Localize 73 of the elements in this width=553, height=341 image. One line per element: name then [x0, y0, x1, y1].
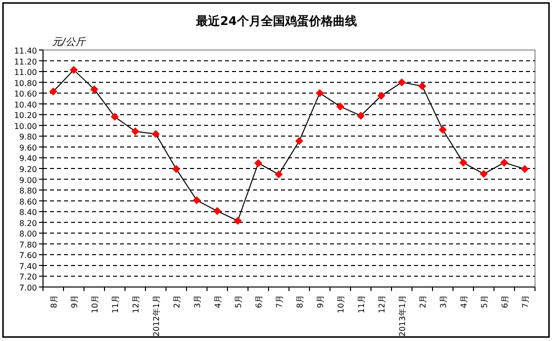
x-tick-label: 12月 [377, 295, 386, 314]
x-tick-label: 9月 [70, 295, 79, 308]
point [356, 112, 365, 120]
point [234, 216, 242, 225]
y-tick-label: 9.60 [19, 143, 37, 152]
point [418, 82, 426, 90]
point [192, 196, 201, 204]
x-tick-label: 9月 [316, 295, 325, 308]
point [172, 165, 180, 174]
y-tick-label: 11.20 [14, 57, 37, 66]
y-tick-label: 10.60 [14, 90, 37, 99]
y-tick-label: 10.00 [14, 122, 37, 131]
y-tick-label: 7.00 [19, 284, 37, 292]
point [398, 78, 406, 86]
point [336, 102, 344, 111]
x-tick-label: 10月 [90, 295, 100, 314]
x-tick-label: 6月 [500, 295, 510, 308]
x-tick-label: 10月 [336, 295, 346, 314]
x-tick-label: 4月 [459, 295, 468, 308]
x-tick-label: 7月 [520, 295, 530, 308]
y-tick-label: 9.20 [19, 165, 37, 174]
chart-title: 最近24个月全国鸡蛋价格曲线 [195, 14, 357, 28]
x-tick-label: 2月 [172, 295, 182, 308]
point [110, 112, 119, 121]
point [480, 170, 488, 178]
x-tick-label: 3月 [438, 295, 448, 308]
point [70, 66, 78, 74]
y-tick-label: 10.20 [14, 111, 37, 120]
y-tick-label: 8.60 [19, 197, 37, 206]
point [213, 207, 222, 216]
y-tick-label: 9.80 [19, 132, 37, 142]
x-tick-label: 3月 [192, 295, 202, 308]
x-tick-label: 4月 [213, 295, 222, 308]
x-tick-label: 2012年1月 [152, 295, 161, 336]
x-tick-label: 2月 [418, 295, 428, 308]
x-tick-label: 7月 [274, 295, 284, 308]
y-tick-label: 9.40 [19, 154, 37, 164]
point [131, 127, 140, 136]
y-tick-label: 9.00 [19, 176, 37, 185]
point [254, 159, 262, 168]
point [90, 85, 98, 94]
y-tick-label: 11.00 [14, 68, 37, 78]
y-tick-label: 10.80 [14, 78, 37, 88]
y-tick-label: 7.20 [19, 272, 37, 282]
x-tick-label: 8月 [49, 295, 58, 308]
x-tick-label: 6月 [254, 295, 264, 308]
point [459, 158, 468, 167]
y-axis-title: 元/公斤 [52, 36, 86, 48]
x-tick-label: 11月 [110, 295, 120, 314]
x-tick-label: 2013年1月 [398, 295, 407, 336]
y-tick-label: 8.00 [19, 230, 37, 239]
point [49, 87, 58, 96]
point [152, 130, 160, 138]
y-tick-label: 7.80 [19, 240, 37, 250]
y-tick-label: 7.60 [19, 251, 37, 260]
y-tick-label: 7.40 [19, 262, 37, 271]
y-tick-label: 8.80 [19, 186, 37, 196]
point [316, 89, 324, 98]
x-tick-label: 5月 [234, 295, 243, 308]
y-tick-label: 10.40 [14, 100, 37, 110]
point [377, 92, 386, 100]
x-tick-label: 5月 [480, 295, 489, 308]
point [295, 137, 304, 146]
point [438, 126, 447, 134]
x-tick-label: 8月 [295, 295, 304, 308]
x-tick-label: 11月 [356, 295, 366, 314]
x-tick-label: 12月 [131, 295, 140, 314]
y-tick-label: 8.40 [19, 208, 37, 218]
point [520, 165, 529, 174]
y-tick-label: 8.20 [19, 218, 37, 228]
point [500, 158, 508, 167]
y-tick-label: 11.40 [14, 46, 37, 56]
point [274, 170, 283, 178]
